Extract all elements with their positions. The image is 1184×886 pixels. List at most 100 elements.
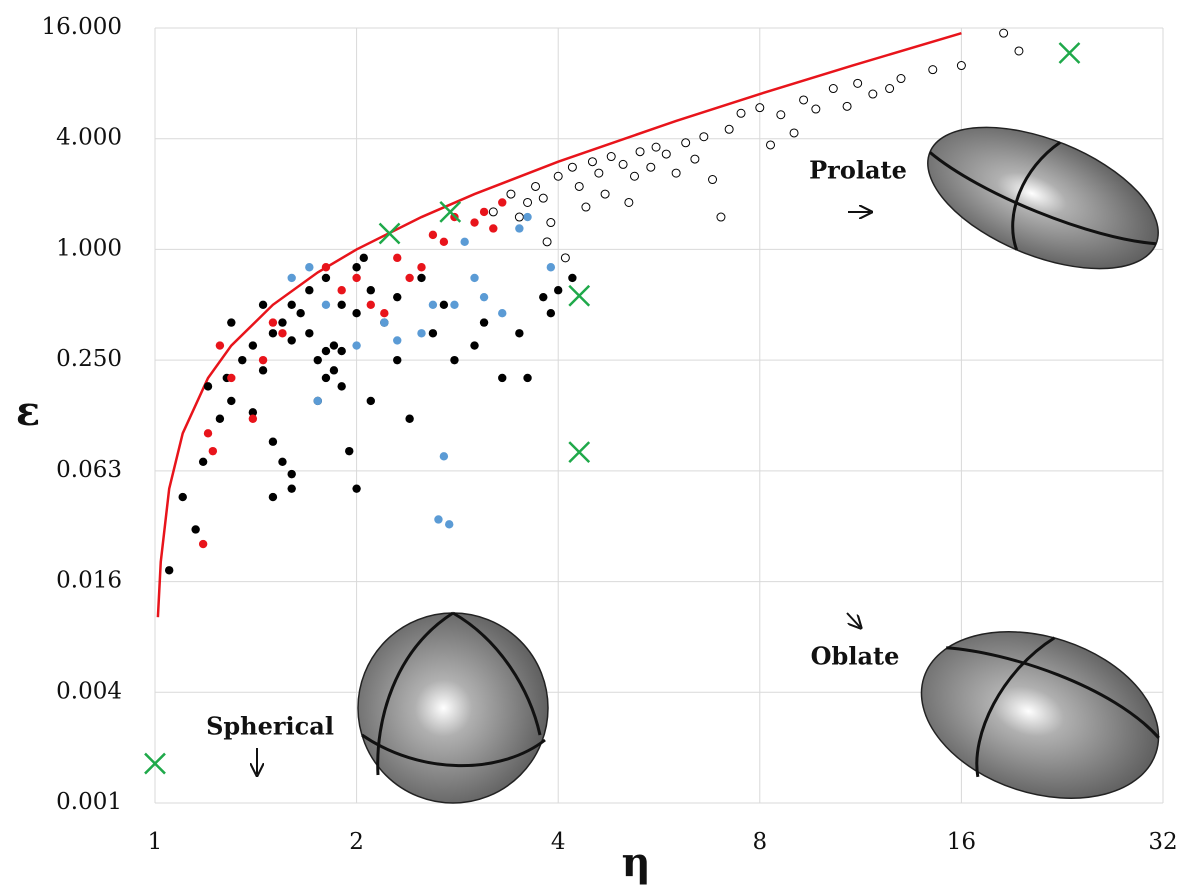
data-point [999,28,1009,38]
data-point [736,108,746,118]
x-marker [568,284,591,307]
data-point [567,162,577,172]
annotation: Oblate [811,642,900,671]
data-point [178,492,187,502]
y-tick-label: 0.001 [56,789,122,815]
data-point [238,355,247,365]
data-point [538,193,548,203]
data-point [305,263,314,272]
data-point [956,61,966,71]
data-point [479,207,489,217]
y-tick-label: 0.004 [56,678,122,704]
data-point [439,237,449,247]
data-point [417,329,426,338]
data-point [345,446,354,456]
data-point [258,300,268,309]
data-point [498,309,507,318]
oblate-illustration [920,631,1160,799]
data-point [488,207,498,217]
data-point [523,212,532,222]
data-point [352,263,361,272]
data-point [450,355,459,365]
data-point [1014,46,1024,56]
data-point [755,103,765,113]
data-point [268,329,278,338]
y-tick-label: 0.016 [56,568,122,594]
data-point [337,286,346,295]
data-point [828,84,838,94]
data-point [198,539,208,549]
data-point [380,309,389,318]
data-point [278,329,287,338]
data-point [329,366,339,375]
data-point [198,457,208,467]
data-point [305,286,314,295]
data-point [635,147,645,157]
data-point [651,142,661,152]
marks [144,28,1081,775]
data-point [515,329,524,338]
x-marker [439,201,462,223]
data-point [417,273,426,283]
data-point [885,84,895,94]
data-point [393,253,402,263]
x-tick-label: 2 [349,829,364,855]
data-point [690,154,700,164]
x-tick-label: 16 [947,829,976,855]
data-point [479,318,489,327]
data-point [470,273,479,283]
data-point [470,341,479,350]
data-point [716,212,726,222]
y-axis-label: ε [16,388,40,435]
data-point [618,159,628,169]
data-point [321,263,331,272]
y-tick-label: 0.063 [56,457,122,483]
data-point [393,292,402,302]
data-point [523,373,532,383]
data-point [450,300,459,309]
data-point [506,189,516,199]
data-point [352,309,361,318]
y-tick-label: 4.000 [56,125,122,151]
data-point [428,300,438,309]
data-point [268,492,278,502]
data-point [287,336,296,345]
data-point [203,429,213,438]
data-point [313,396,322,406]
x-marker [568,441,591,464]
data-point [268,318,278,327]
data-point [624,197,634,207]
data-point [366,396,375,406]
data-point [434,515,443,524]
data-point [574,181,584,191]
data-point [417,263,426,272]
data-point [352,341,361,350]
data-point [799,95,809,105]
data-point [313,355,322,365]
data-point [248,341,258,350]
annotation: Spherical [206,712,334,741]
prolate-illustration [927,126,1159,270]
data-point [542,237,552,247]
data-point [479,292,489,302]
x-tick-label: 32 [1148,829,1177,855]
data-point [329,341,339,350]
data-point [380,318,389,327]
annotation: Prolate [809,156,907,185]
data-point [248,414,258,423]
data-point [568,273,577,283]
data-point [896,74,906,84]
data-point [287,273,296,283]
data-point [268,437,278,446]
data-point [581,202,591,212]
data-point [352,484,361,493]
data-point [515,224,524,233]
data-point [215,414,225,423]
data-point [630,171,640,181]
data-point [296,309,305,318]
data-point [594,168,604,178]
data-point [278,457,287,467]
data-point [287,469,296,479]
data-point [428,329,438,338]
y-tick-label: 16.000 [42,14,122,40]
